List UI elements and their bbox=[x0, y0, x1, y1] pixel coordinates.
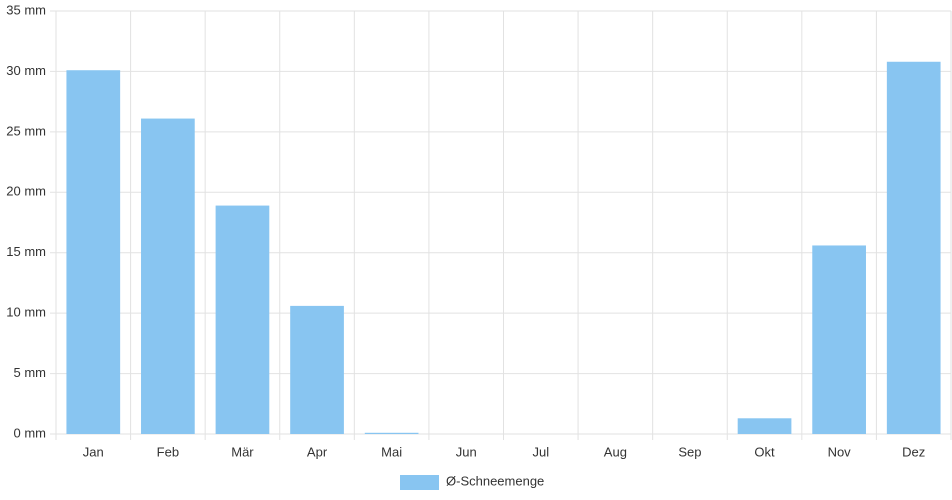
x-tick-label: Okt bbox=[754, 444, 775, 459]
bar bbox=[215, 205, 270, 434]
legend-swatch bbox=[400, 475, 439, 490]
y-tick-label: 30 mm bbox=[6, 63, 46, 78]
bar bbox=[737, 418, 792, 434]
y-tick-label: 25 mm bbox=[6, 123, 46, 138]
x-tick-label: Aug bbox=[604, 444, 627, 459]
y-tick-label: 10 mm bbox=[6, 305, 46, 320]
y-tick-label: 5 mm bbox=[14, 365, 47, 380]
x-tick-label: Mai bbox=[381, 444, 402, 459]
x-tick-label: Apr bbox=[307, 444, 328, 459]
y-tick-label: 0 mm bbox=[14, 425, 47, 440]
legend-label: Ø-Schneemenge bbox=[446, 473, 544, 488]
bar bbox=[66, 70, 121, 434]
x-tick-label: Jan bbox=[83, 444, 104, 459]
x-tick-label: Nov bbox=[828, 444, 852, 459]
x-tick-label: Jun bbox=[456, 444, 477, 459]
x-tick-label: Sep bbox=[678, 444, 701, 459]
x-tick-label: Dez bbox=[902, 444, 925, 459]
bar bbox=[886, 61, 941, 434]
y-tick-label: 35 mm bbox=[6, 2, 46, 17]
x-tick-label: Mär bbox=[231, 444, 254, 459]
x-tick-label: Feb bbox=[157, 444, 179, 459]
bar bbox=[812, 245, 866, 434]
bar bbox=[290, 305, 344, 434]
y-tick-label: 20 mm bbox=[6, 184, 46, 199]
bar bbox=[141, 118, 195, 434]
x-tick-label: Jul bbox=[532, 444, 549, 459]
bar bbox=[364, 432, 419, 434]
y-tick-label: 15 mm bbox=[6, 244, 46, 259]
